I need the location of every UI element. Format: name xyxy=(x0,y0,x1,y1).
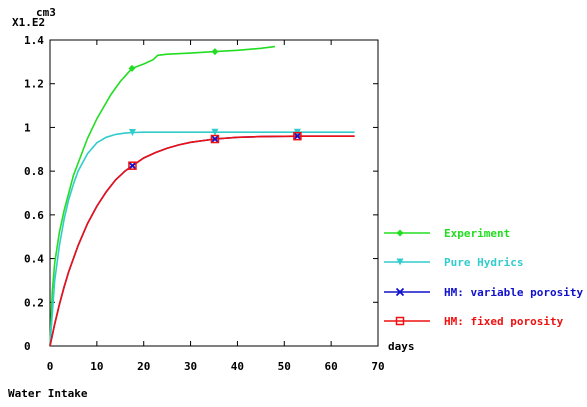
data-point-marker xyxy=(211,128,219,136)
y-axis: 0 0.2 0.4 0.6 0.8 1 1.2 1.4 xyxy=(24,34,378,353)
x-tick-label: 50 xyxy=(278,360,291,373)
series-line-1 xyxy=(49,45,275,347)
legend-marker xyxy=(395,316,405,326)
y-tick-label: 1.4 xyxy=(24,34,44,47)
x-tick-label: 20 xyxy=(137,360,150,373)
legend-label: HM: variable porosity xyxy=(444,286,583,299)
x-unit-label: days xyxy=(388,340,415,353)
legend-marker xyxy=(396,229,404,237)
y-tick-label: 0.4 xyxy=(24,253,44,266)
legend-label: Pure Hydrics xyxy=(444,256,523,269)
y-tick-label: 0 xyxy=(24,340,31,353)
x-tick-label: 60 xyxy=(325,360,338,373)
chart-caption: Water Intake xyxy=(8,387,88,400)
legend-marker xyxy=(396,258,404,266)
series-line-3 xyxy=(49,135,355,347)
data-point-marker xyxy=(293,131,302,141)
data-point-marker xyxy=(128,161,137,170)
data-point-marker xyxy=(128,64,136,72)
data-point-marker xyxy=(210,134,220,144)
x-axis: 0 10 20 30 40 50 60 70 xyxy=(47,40,385,373)
legend-marker xyxy=(395,287,405,297)
x-tick-label: 40 xyxy=(231,360,244,373)
data-point-marker xyxy=(211,48,219,56)
y-tick-label: 0.8 xyxy=(24,165,44,178)
data-point-marker xyxy=(210,134,220,144)
x-tick-label: 30 xyxy=(184,360,197,373)
y-tick-label: 0.6 xyxy=(24,209,44,222)
x-tick-label: 10 xyxy=(90,360,103,373)
legend: Experiment Pure Hydrics HM: variable poros… xyxy=(384,227,583,328)
series-line-2 xyxy=(49,131,355,347)
y-tick-label: 1 xyxy=(24,121,31,134)
data-point-marker xyxy=(128,128,136,136)
y-tick-label: 1.2 xyxy=(24,78,44,91)
y-tick-label: 0.2 xyxy=(24,296,44,309)
y-multiplier-label: X1.E2 xyxy=(12,16,45,29)
y-unit-label: cm3 xyxy=(36,6,56,19)
x-tick-label: 0 xyxy=(47,360,54,373)
series-line-4 xyxy=(49,135,355,347)
x-tick-label: 70 xyxy=(371,360,384,373)
legend-label: HM: fixed porosity xyxy=(444,315,564,328)
legend-label: Experiment xyxy=(444,227,510,240)
plot-frame xyxy=(49,39,379,347)
data-point-marker xyxy=(293,132,302,141)
series-layer xyxy=(49,45,355,347)
data-point-marker xyxy=(128,161,137,170)
